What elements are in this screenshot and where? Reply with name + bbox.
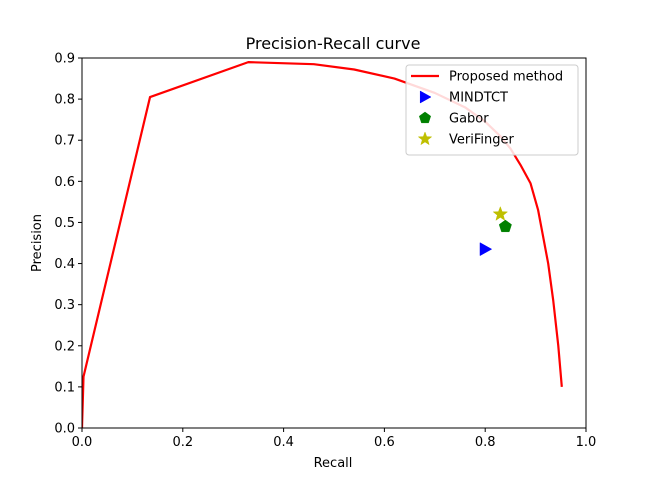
x-tick-label: 1.0 <box>576 435 597 450</box>
legend-label-proposed-method: Proposed method <box>449 70 563 85</box>
y-tick-label: 0.5 <box>54 216 75 231</box>
data-point-mindtct <box>479 242 493 257</box>
legend: Proposed method MINDTCT Gabor VeriFinger <box>405 64 579 156</box>
y-tick-label: 0.7 <box>54 134 75 149</box>
plot-frame <box>81 57 587 429</box>
y-tick-label: 0.6 <box>54 175 75 190</box>
chart-title: Precision-Recall curve <box>246 34 421 53</box>
x-axis-label: Recall <box>314 456 353 471</box>
legend-label-gabor: Gabor <box>449 112 489 127</box>
data-point-gabor <box>498 219 512 233</box>
x-tick-label: 0.2 <box>172 435 193 450</box>
legend-label-verifinger: VeriFinger <box>449 133 514 148</box>
y-tick-label: 0.3 <box>54 298 75 313</box>
legend-swatch-gabor <box>418 111 432 124</box>
y-axis-label: Precision <box>30 214 45 272</box>
x-tick-label: 0.0 <box>72 435 93 450</box>
y-tick-label: 0.0 <box>54 422 75 437</box>
data-point-verifinger <box>492 206 509 221</box>
legend-swatch-mindtct <box>419 90 432 104</box>
x-tick-label: 0.6 <box>374 435 395 450</box>
axes: 0.0 0.2 0.4 0.6 0.8 1.0 0.0 0.1 0.2 0.3 0.4 0.5 0.6 0… <box>54 52 596 451</box>
y-tick-label: 0.2 <box>54 339 75 354</box>
y-tick-label: 0.9 <box>54 52 75 67</box>
y-tick-label: 0.8 <box>54 93 75 108</box>
y-tick-label: 0.4 <box>54 257 75 272</box>
x-tick-label: 0.4 <box>273 435 294 450</box>
legend-swatch-verifinger <box>417 131 433 146</box>
legend-box <box>405 64 579 156</box>
legend-label-mindtct: MINDTCT <box>449 91 508 106</box>
x-tick-label: 0.8 <box>475 435 496 450</box>
y-tick-label: 0.1 <box>54 380 75 395</box>
